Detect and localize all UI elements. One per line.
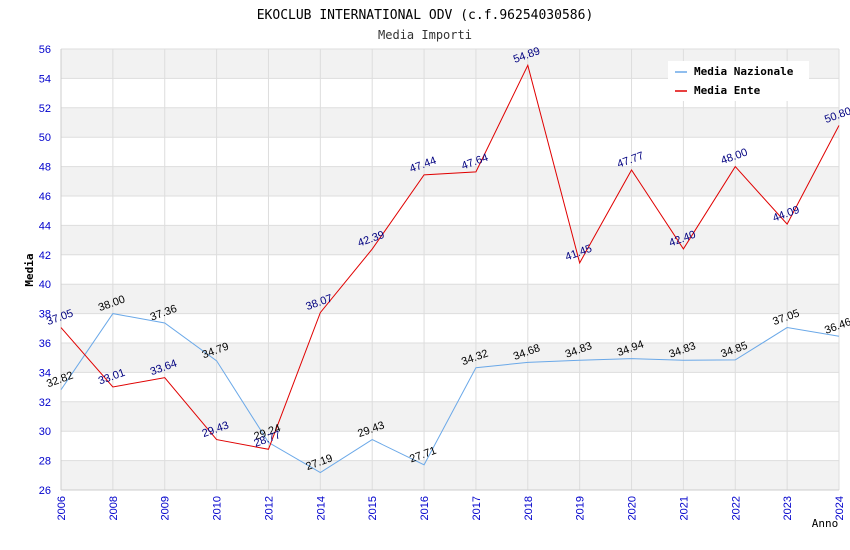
axes: 26 28 30 32 34 36 38 40 42 44 46 48 50 52 54 56 2006 2008… — [39, 44, 846, 520]
series-lines — [60, 63, 840, 474]
grid-bands — [61, 49, 839, 490]
grid-band — [61, 343, 839, 373]
y-tick-label: 44 — [39, 220, 51, 232]
legend-box — [668, 61, 809, 101]
x-tick-label: 2010 — [212, 496, 224, 520]
y-tick-label: 42 — [39, 250, 51, 262]
x-tick-label: 2023 — [782, 496, 794, 520]
x-tick-label: 2008 — [108, 496, 120, 520]
x-tick-label: 2018 — [523, 496, 535, 520]
y-tick-label: 34 — [39, 367, 51, 379]
grid-lines — [60, 48, 840, 491]
y-tick-label: 40 — [39, 279, 51, 291]
x-tick-label: 2017 — [471, 496, 483, 520]
x-tick-label: 2012 — [263, 496, 275, 520]
chart-title: EKOCLUB INTERNATIONAL ODV (c.f.962540305… — [257, 8, 594, 23]
grid-band — [61, 166, 839, 196]
x-tick-label: 2016 — [419, 496, 431, 520]
y-tick-label: 48 — [39, 162, 51, 174]
y-tick-label: 38 — [39, 309, 51, 321]
y-tick-label: 56 — [39, 44, 51, 56]
x-tick-label: 2024 — [834, 496, 846, 520]
legend-label-nazionale: Media Nazionale — [694, 65, 794, 78]
x-tick-label: 2022 — [730, 496, 742, 520]
y-tick-label: 36 — [39, 338, 51, 350]
grid-band — [61, 107, 839, 138]
y-tick-label: 46 — [39, 191, 51, 203]
grid-band — [61, 460, 839, 490]
x-tick-label: 2014 — [315, 496, 327, 520]
y-tick-label: 54 — [39, 73, 51, 85]
x-tick-label: 2021 — [678, 496, 690, 520]
data-label-ente: 48.00 — [719, 146, 749, 167]
grid-band — [61, 284, 839, 314]
x-axis-label: Anno — [812, 517, 839, 530]
y-tick-label: 32 — [39, 397, 51, 409]
y-axis-label: Media — [23, 253, 36, 286]
grid-band — [61, 225, 839, 255]
y-tick-label: 26 — [39, 485, 51, 497]
y-tick-label: 50 — [39, 132, 51, 144]
legend-label-ente: Media Ente — [694, 84, 761, 97]
series-line-media-nazionale — [60, 313, 840, 474]
series-line-media-ente — [60, 63, 840, 450]
y-tick-label: 30 — [39, 426, 51, 438]
x-tick-label: 2019 — [575, 496, 587, 520]
y-tick-label: 28 — [39, 456, 51, 468]
data-label-nazionale: 36.46 — [823, 316, 850, 337]
data-label-ente: 44.09 — [771, 204, 801, 225]
x-tick-label: 2006 — [56, 496, 68, 520]
x-tick-label: 2009 — [160, 496, 172, 520]
legend: Media Nazionale Media Ente — [668, 61, 809, 101]
y-tick-label: 52 — [39, 103, 51, 115]
x-tick-label: 2015 — [367, 496, 379, 520]
chart-subtitle: Media Importi — [378, 28, 472, 42]
x-tick-label: 2020 — [627, 496, 639, 520]
